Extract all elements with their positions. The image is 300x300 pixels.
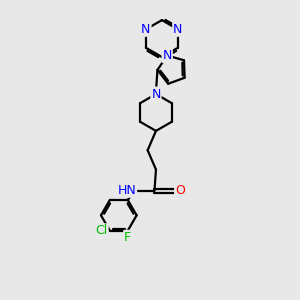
Text: F: F — [124, 231, 131, 244]
Text: N: N — [151, 88, 160, 100]
Text: N: N — [163, 49, 172, 62]
Text: Cl: Cl — [95, 224, 108, 237]
Text: N: N — [141, 23, 151, 36]
Text: HN: HN — [118, 184, 136, 197]
Text: N: N — [173, 23, 182, 36]
Text: O: O — [175, 184, 185, 197]
